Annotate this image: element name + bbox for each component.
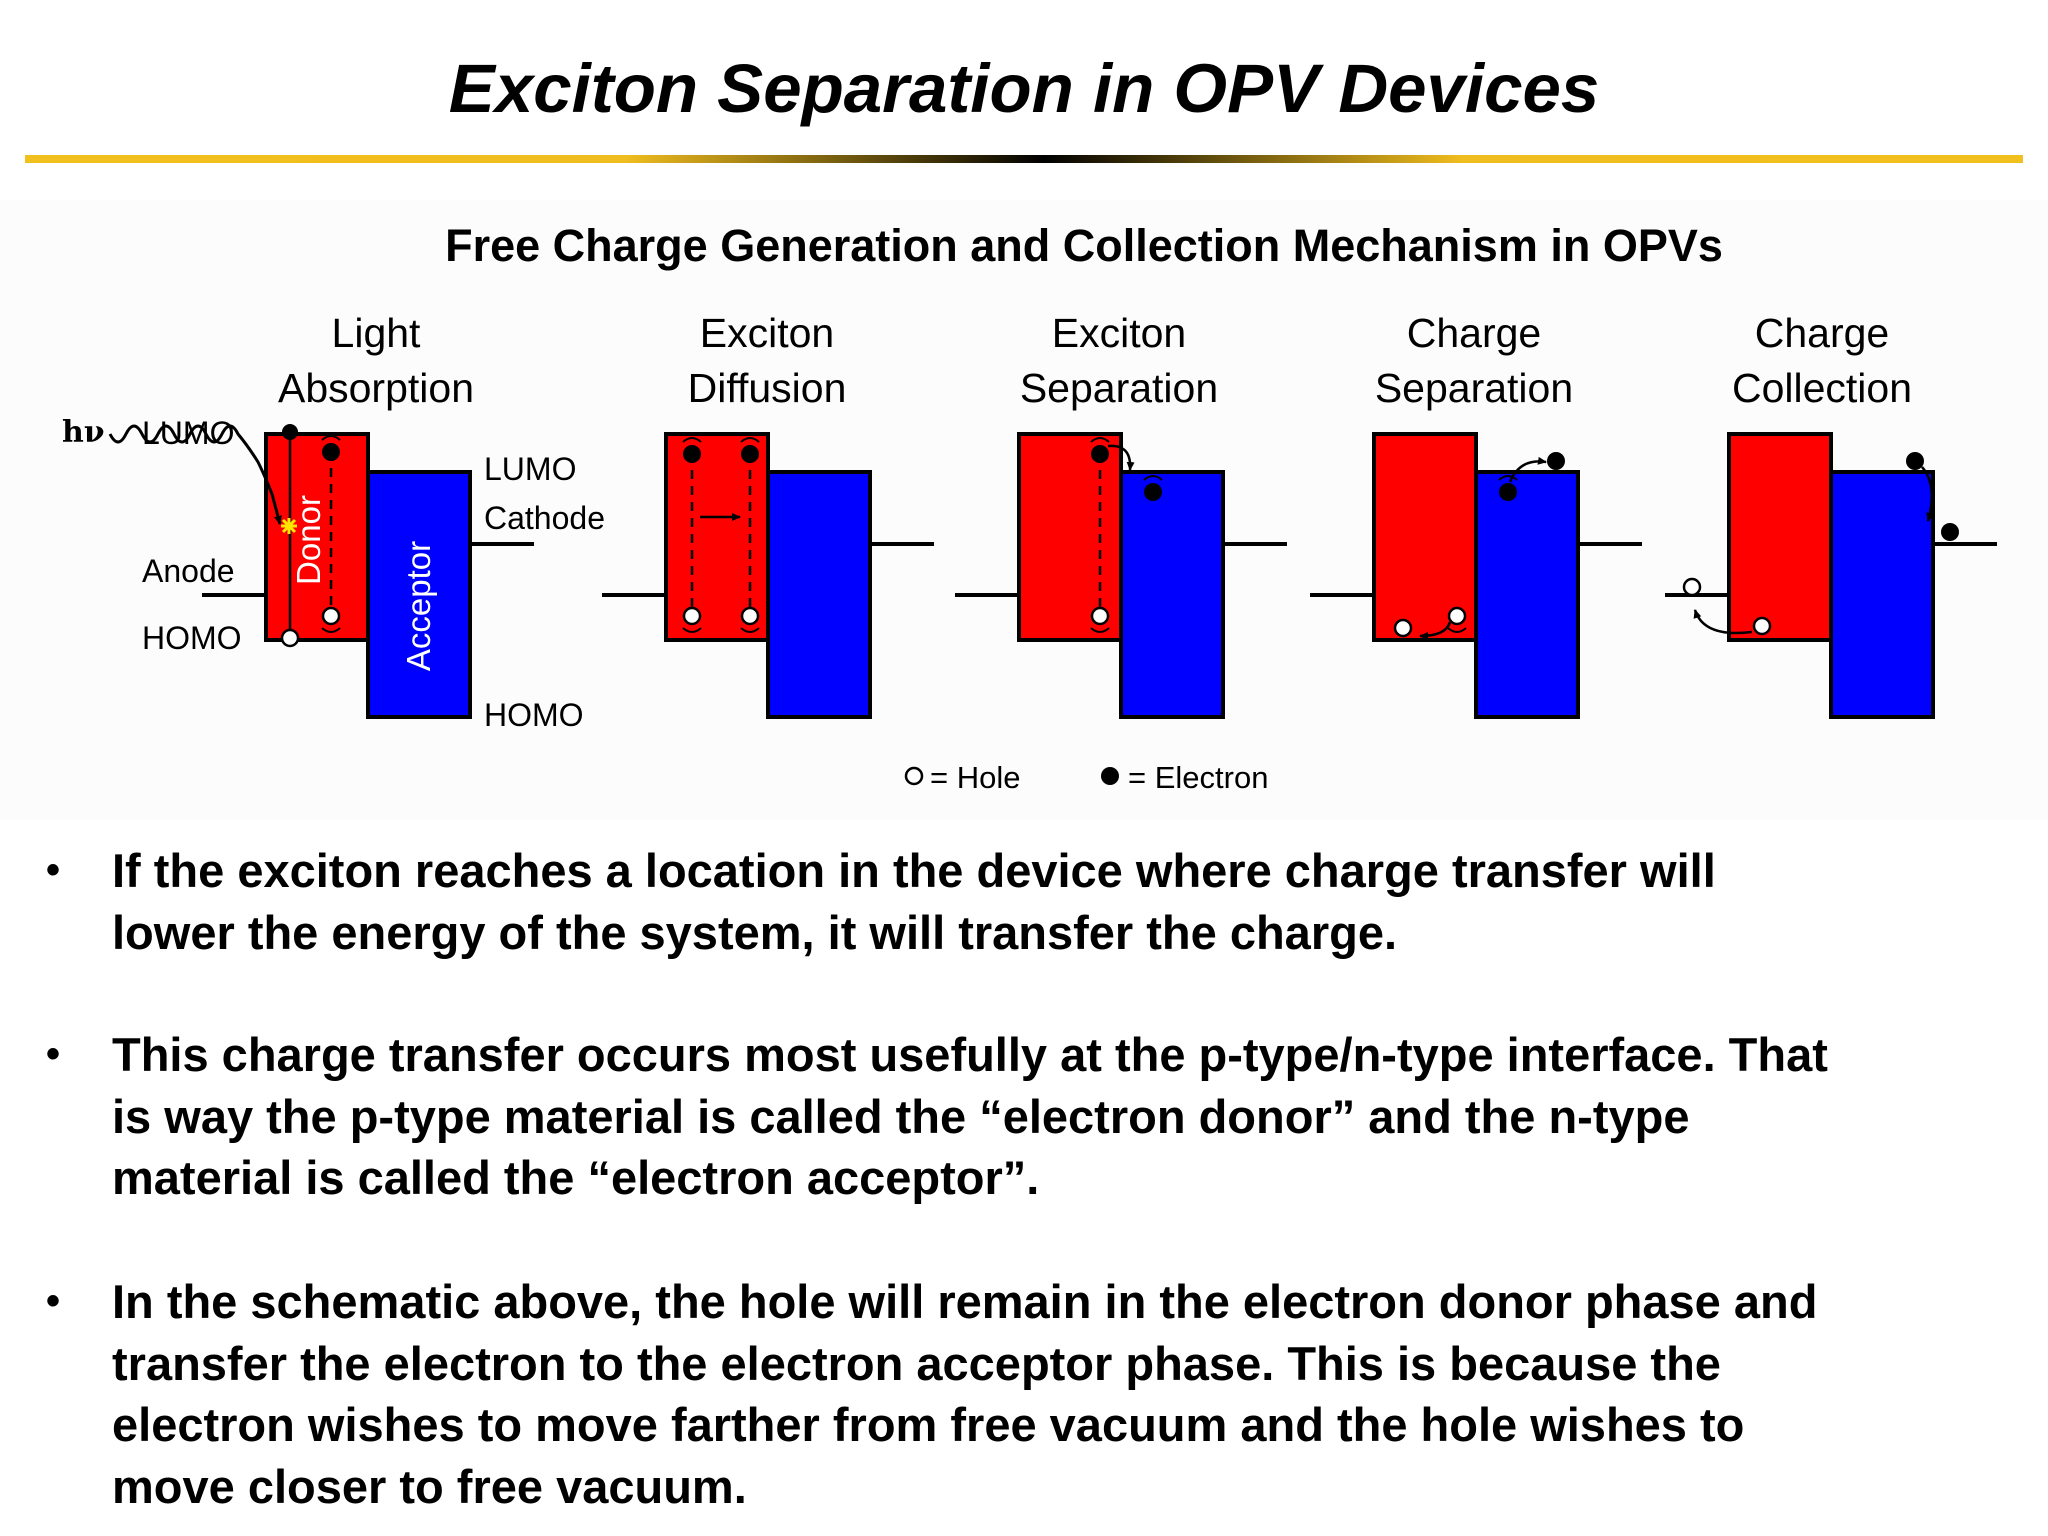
electron-wiggle	[1090, 437, 1110, 443]
mechanism-figure: Free Charge Generation and Collection Me…	[0, 200, 2048, 820]
hole-wiggle	[1447, 627, 1467, 633]
stage-2-heading-line1: Exciton	[700, 310, 834, 356]
electron-marker	[1144, 483, 1162, 501]
acceptor-block	[366, 470, 472, 719]
stage-4-heading-line1: Charge	[1407, 310, 1541, 356]
legend-electron-icon	[1101, 767, 1119, 785]
electron-wiggle	[1143, 475, 1163, 481]
bullet-line: electron wishes to move farther from fre…	[112, 1398, 1745, 1451]
hole-marker	[682, 606, 702, 626]
hole-marker	[740, 606, 760, 626]
electron-marker	[282, 424, 298, 440]
bullet-item: • If the exciton reaches a location in t…	[46, 840, 2012, 963]
bullet-line: move closer to free vacuum.	[112, 1459, 747, 1513]
donor-block	[1017, 432, 1123, 642]
hole-wiggle	[321, 627, 341, 633]
bullet-line: If the exciton reaches a location in the…	[112, 844, 1716, 897]
hole-marker	[1682, 577, 1702, 597]
electron-wiggle	[682, 437, 760, 443]
slide-title: Exciton Separation in OPV Devices	[448, 50, 1600, 127]
bullet-line: In the schematic above, the hole will re…	[112, 1275, 1818, 1328]
hole-wiggle	[1090, 627, 1110, 633]
stage-exciton-separation	[955, 432, 1287, 719]
stage-headings: Light Absorption Exciton Diffusion Excit…	[278, 310, 1912, 411]
stage-4-heading-line2: Separation	[1375, 365, 1573, 411]
title-divider	[25, 155, 2023, 163]
anode-label: Anode	[142, 553, 235, 589]
donor-label: Donor	[290, 495, 327, 585]
hole-wiggle	[682, 627, 760, 633]
photon-label: hν	[62, 415, 105, 450]
stage-1-heading-line2: Absorption	[278, 365, 474, 411]
stage-charge-separation	[1310, 432, 1642, 719]
bullet-line: lower the energy of the system, it will …	[112, 905, 1398, 959]
electron-marker	[1547, 452, 1565, 470]
acceptor-lumo-label: LUMO	[484, 451, 576, 487]
legend-hole-label: = Hole	[930, 760, 1020, 795]
electron-marker	[1499, 483, 1517, 501]
hole-marker	[1752, 616, 1772, 636]
hole-marker	[1090, 606, 1110, 626]
electron-marker	[741, 445, 759, 463]
figure-title: Free Charge Generation and Collection Me…	[445, 220, 1723, 271]
donor-block	[1727, 432, 1833, 642]
bullet-line: This charge transfer occurs most usefull…	[112, 1028, 1828, 1081]
stage-1-heading-line1: Light	[332, 310, 422, 356]
hole-marker	[1393, 618, 1413, 638]
stage-exciton-diffusion	[602, 432, 934, 719]
electron-drift-arrow	[1508, 456, 1547, 483]
donor-block	[1372, 432, 1478, 642]
electron-marker	[1906, 452, 1924, 470]
acceptor-block	[766, 470, 872, 719]
acceptor-block	[1119, 470, 1225, 719]
stage-2-heading-line2: Diffusion	[688, 365, 847, 411]
electron-wiggle	[1498, 475, 1518, 481]
bullet-line: material is called the “electron accepto…	[112, 1151, 1040, 1204]
acceptor-label: Acceptor	[400, 541, 437, 671]
stage-light-absorption: hν LUMO Anode HOMO LUMO Cathode HOMO Don…	[62, 415, 605, 733]
electron-marker	[322, 443, 340, 461]
exciton-star-icon	[281, 518, 297, 534]
figure-legend: = Hole = Electron	[904, 760, 1268, 795]
bullet-item: • In the schematic above, the hole will …	[46, 1271, 2012, 1517]
bullet-line: is way the p-type material is called the…	[112, 1089, 1690, 1143]
photon-wave	[108, 424, 282, 525]
hole-marker	[321, 606, 341, 626]
donor-homo-label: HOMO	[142, 620, 242, 656]
bullet-dot: •	[46, 1279, 61, 1323]
hole-marker	[1447, 606, 1467, 626]
hole-collection-arrow	[1693, 609, 1753, 635]
acceptor-block	[1474, 470, 1580, 719]
electron-marker	[683, 445, 701, 463]
bullet-item: • This charge transfer occurs most usefu…	[46, 1024, 2012, 1209]
stage-charge-collection	[1665, 432, 1997, 719]
stage-5-heading-line2: Collection	[1732, 365, 1912, 411]
electron-wiggle	[321, 435, 341, 441]
bullet-dot: •	[46, 1032, 61, 1076]
electron-marker	[1091, 445, 1109, 463]
stage-3-heading-line1: Exciton	[1052, 310, 1186, 356]
hole-marker	[280, 628, 300, 648]
legend-electron-label: = Electron	[1128, 760, 1268, 795]
legend-hole-icon	[904, 766, 924, 786]
donor-lumo-label: LUMO	[142, 415, 234, 451]
stage-3-heading-line2: Separation	[1020, 365, 1218, 411]
acceptor-homo-label: HOMO	[484, 697, 584, 733]
cathode-label: Cathode	[484, 500, 605, 536]
electron-collection-arrow	[1921, 466, 1934, 522]
hole-drift-arrow	[1419, 621, 1452, 640]
mechanism-diagram: Free Charge Generation and Collection Me…	[62, 220, 1997, 795]
bullet-dot: •	[46, 848, 61, 892]
bullet-line: transfer the electron to the electron ac…	[112, 1336, 1721, 1390]
transfer-arrow	[1107, 444, 1135, 471]
stage-5-heading-line1: Charge	[1755, 310, 1889, 356]
acceptor-block	[1829, 470, 1935, 719]
electron-marker	[1941, 523, 1959, 541]
